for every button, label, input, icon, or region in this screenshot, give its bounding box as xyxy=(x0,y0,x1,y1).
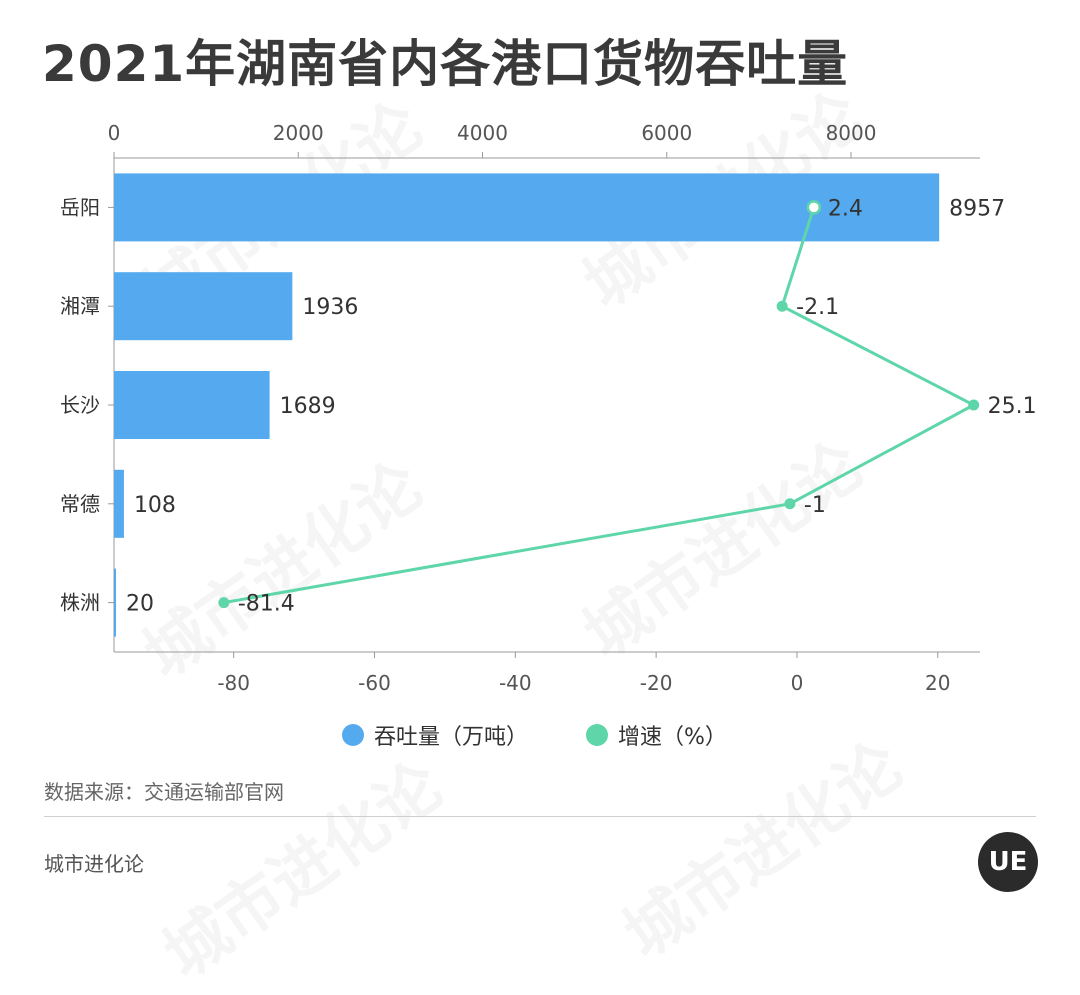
growth-point xyxy=(806,200,822,215)
data-source: 数据来源：交通运输部官网 xyxy=(44,780,284,804)
bar xyxy=(114,469,124,538)
legend-line-swatch xyxy=(586,724,608,746)
chart-svg: 0 2000 4000 6000 8000 -80 -60 -40 -20 0 20 岳阳 8957 湘潭… xyxy=(60,121,1037,695)
legend-item-line[interactable]: 增速（%） xyxy=(586,718,727,752)
category-label: 株洲 xyxy=(60,591,100,615)
bar xyxy=(114,568,116,637)
legend-item-bar[interactable]: 吞吐量（万吨） xyxy=(342,718,528,752)
growth-point xyxy=(218,597,230,609)
category-label: 常德 xyxy=(60,492,100,516)
bottom-axis-tick-label: -40 xyxy=(499,671,532,695)
bar-value-label: 108 xyxy=(134,493,176,518)
brand-logo: UE xyxy=(978,832,1038,892)
top-axis-tick-label: 2000 xyxy=(273,121,324,145)
bar xyxy=(114,371,270,439)
footer-brand: 城市进化论 xyxy=(44,852,144,876)
growth-value-label: -2.1 xyxy=(796,295,839,320)
legend: 吞吐量（万吨） 增速（%） xyxy=(0,718,1080,752)
bar-value-label: 20 xyxy=(126,592,154,617)
bottom-axis-tick-label: -20 xyxy=(640,671,673,695)
top-axis-tick-label: 4000 xyxy=(457,121,508,145)
bottom-axis-tick-label: -60 xyxy=(358,671,391,695)
growth-value-label: 2.4 xyxy=(828,196,863,221)
bottom-axis-tick-label: -80 xyxy=(217,671,250,695)
bar xyxy=(114,272,293,341)
growth-point xyxy=(776,300,788,312)
legend-bar-label: 吞吐量（万吨） xyxy=(374,725,529,750)
footer-divider xyxy=(44,816,1036,817)
legend-line-label: 增速（%） xyxy=(618,725,727,750)
chart-title: 2021年湖南省内各港口货物吞吐量 xyxy=(42,35,849,93)
growth-line xyxy=(223,206,977,605)
bar-value-label: 1689 xyxy=(280,394,336,419)
bottom-axis-tick-label: 0 xyxy=(791,671,804,695)
bar xyxy=(114,173,940,242)
bar-value-label: 8957 xyxy=(949,196,1005,221)
category-label: 湘潭 xyxy=(60,294,100,318)
category-label: 岳阳 xyxy=(60,195,100,219)
top-axis-tick-label: 6000 xyxy=(641,121,692,145)
legend-bar-swatch xyxy=(342,724,364,746)
top-axis-tick-label: 0 xyxy=(108,121,121,145)
growth-value-label: -81.4 xyxy=(238,592,295,617)
growth-value-label: 25.1 xyxy=(988,394,1037,419)
bottom-axis-tick-label: 20 xyxy=(925,671,950,695)
growth-value-label: -1 xyxy=(804,493,826,518)
growth-point xyxy=(784,498,796,510)
category-label: 长沙 xyxy=(60,393,100,417)
growth-point xyxy=(968,399,980,411)
top-axis-tick-label: 8000 xyxy=(826,121,877,145)
bar-value-label: 1936 xyxy=(302,295,358,320)
